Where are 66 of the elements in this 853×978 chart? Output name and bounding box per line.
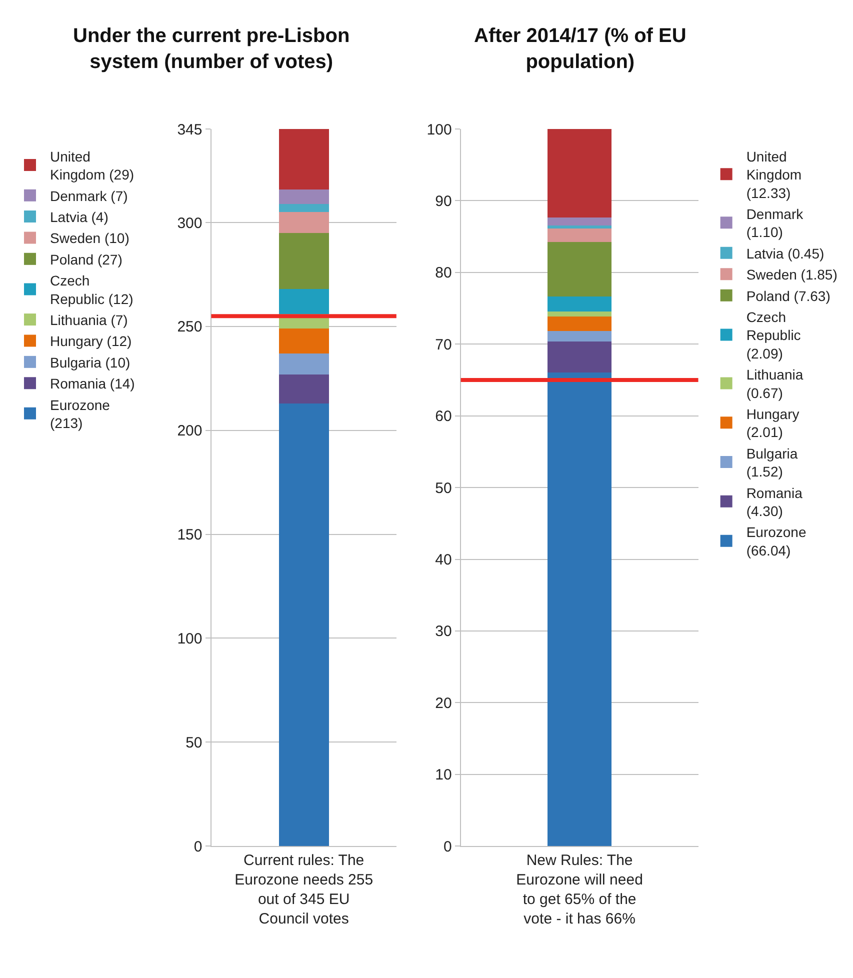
bar bbox=[278, 328, 329, 354]
bar bbox=[547, 372, 612, 846]
legend-label: Latvia (4) bbox=[50, 208, 108, 225]
x-tick-label: Current rules: The Eurozone needs 255 out of 345 EU Council votes bbox=[234, 852, 374, 928]
bar bbox=[547, 225, 612, 229]
bar bbox=[278, 374, 329, 404]
bar bbox=[278, 232, 329, 290]
bar bbox=[278, 212, 329, 233]
legend-label: Poland (7.63) bbox=[746, 288, 830, 304]
y-tick-label: 30 bbox=[435, 623, 452, 640]
legend-label: Sweden (1.85) bbox=[746, 266, 838, 283]
bar bbox=[278, 189, 329, 204]
legend-label: United Kingdom (29) bbox=[50, 148, 134, 183]
legend-label: Romania (14) bbox=[50, 376, 135, 392]
y-tick-label: 50 bbox=[435, 480, 452, 497]
legend-label: Hungary (2.01) bbox=[746, 406, 800, 440]
bar bbox=[547, 296, 612, 312]
y-tick-label: 200 bbox=[177, 422, 202, 440]
legend-label: Eurozone (213) bbox=[50, 396, 110, 431]
bar bbox=[278, 354, 329, 374]
legend-label: Eurozone (66.04) bbox=[746, 524, 806, 558]
legend-label: Bulgaria (1.52) bbox=[746, 445, 798, 480]
bar bbox=[547, 129, 612, 218]
y-tick-label: 70 bbox=[435, 336, 452, 354]
bar bbox=[547, 218, 612, 226]
legend-label: Lithuania (0.67) bbox=[746, 366, 804, 401]
y-tick-label: 250 bbox=[177, 318, 202, 336]
chart-title: After 2014/17 (% of EU population) bbox=[474, 25, 686, 73]
y-tick-label: 90 bbox=[435, 192, 452, 210]
y-tick-label: 100 bbox=[177, 630, 202, 648]
y-tick-label: 345 bbox=[177, 121, 202, 138]
y-tick-label: 60 bbox=[435, 408, 452, 426]
legend-label: Romania (4.30) bbox=[746, 484, 803, 519]
bar bbox=[278, 204, 329, 212]
legend-label: Latvia (0.45) bbox=[746, 245, 824, 262]
bar bbox=[278, 403, 329, 846]
y-tick-label: 50 bbox=[186, 734, 202, 752]
y-tick-label: 20 bbox=[435, 694, 452, 712]
legend-label: Denmark (1.10) bbox=[746, 206, 804, 240]
legend-label: United Kingdom (12.33) bbox=[746, 148, 802, 201]
y-tick-label: 0 bbox=[443, 838, 452, 856]
chart-title: Under the current pre-Lisbon system (number of votes) bbox=[73, 25, 350, 73]
bar bbox=[547, 342, 612, 373]
legend-label: Poland (27) bbox=[50, 251, 122, 268]
bar bbox=[278, 289, 329, 314]
y-tick-label: 0 bbox=[194, 838, 202, 856]
bar bbox=[547, 330, 612, 342]
legend-label: Hungary (12) bbox=[50, 333, 132, 350]
bar bbox=[278, 129, 329, 190]
y-tick-label: 300 bbox=[177, 214, 202, 232]
legend-label: Sweden (10) bbox=[50, 230, 130, 246]
bar bbox=[547, 228, 612, 242]
y-tick-label: 40 bbox=[435, 552, 452, 569]
legend-label: Czech Republic (12) bbox=[50, 272, 134, 307]
legend-label: Bulgaria (10) bbox=[50, 354, 130, 370]
y-tick-label: 80 bbox=[435, 264, 452, 282]
legend-label: Czech Republic (2.09) bbox=[746, 308, 801, 362]
bar bbox=[547, 242, 612, 297]
y-tick-label: 10 bbox=[435, 766, 452, 784]
legend-label: Denmark (7) bbox=[50, 188, 128, 204]
legend-label: Lithuania (7) bbox=[50, 312, 128, 328]
y-tick-label: 100 bbox=[426, 121, 452, 138]
y-tick-label: 150 bbox=[177, 526, 202, 544]
bar bbox=[547, 312, 612, 316]
x-tick-label: New Rules: The Eurozone will need to get 65% of the vote - it has 66% bbox=[516, 852, 643, 928]
bar bbox=[547, 316, 612, 331]
